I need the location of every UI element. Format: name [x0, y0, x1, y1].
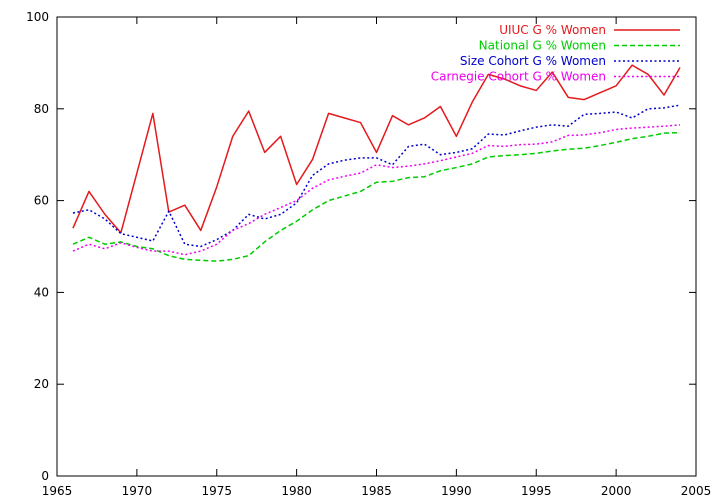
series-line-4 [72, 124, 681, 256]
y-tick-label: 80 [34, 102, 49, 116]
x-tick-label: 1995 [521, 484, 552, 498]
series-line-3 [72, 104, 681, 248]
y-tick-label: 100 [26, 10, 49, 24]
x-tick-label: 1965 [42, 484, 73, 498]
legend-entry-label: Size Cohort G % Women [460, 54, 606, 68]
legend-entry-label: UIUC G % Women [499, 23, 606, 37]
axis-ticks [56, 16, 697, 477]
y-tick-label: 60 [34, 194, 49, 208]
series-line-1 [72, 64, 681, 234]
legend-entry-label: National G % Women [479, 39, 606, 53]
x-tick-label: 1970 [122, 484, 153, 498]
x-tick-label: 1980 [281, 484, 312, 498]
x-tick-label: 1975 [201, 484, 232, 498]
x-tick-label: 1990 [441, 484, 472, 498]
y-tick-label: 40 [34, 285, 49, 299]
x-tick-label: 2005 [681, 484, 712, 498]
series-line-2 [72, 131, 681, 262]
plot-frame [56, 16, 697, 477]
y-tick-label: 20 [34, 377, 49, 391]
y-tick-label: 0 [41, 469, 49, 483]
x-tick-label: 1985 [361, 484, 392, 498]
axis-tick-labels: 1965 1970 1975 1980 1985 1990 1995 2000 2005 0 20 4… [26, 10, 711, 498]
data-series [72, 64, 681, 262]
x-tick-label: 2000 [601, 484, 632, 498]
legend-entry-label: Carnegie Cohort G % Women [431, 70, 606, 84]
